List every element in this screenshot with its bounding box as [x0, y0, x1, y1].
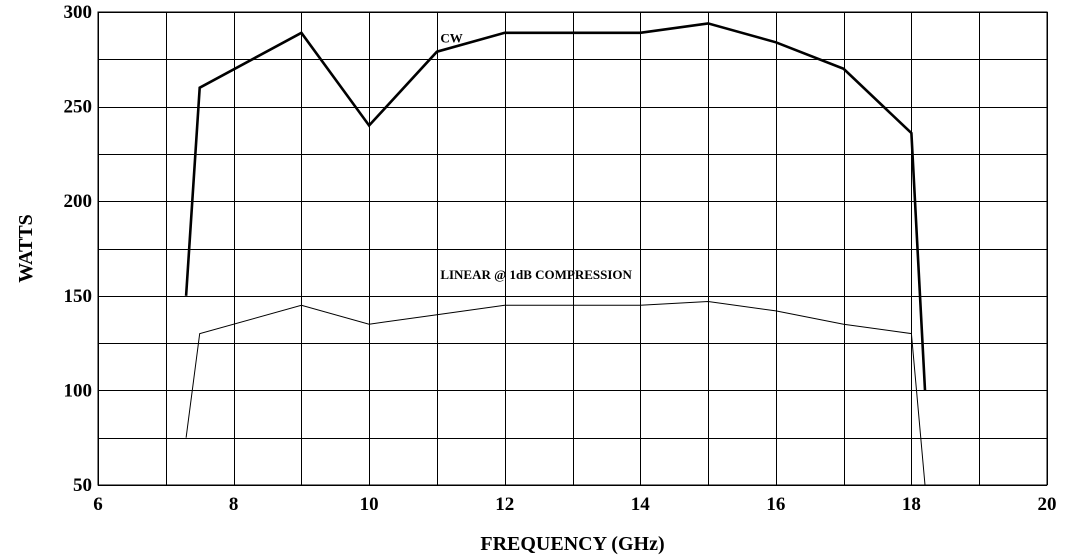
- x-tick-label: 14: [631, 494, 651, 515]
- plot-area-frame: [97, 11, 1048, 486]
- series-layer: [184, 22, 927, 486]
- y-tick-label: 100: [64, 380, 93, 401]
- x-tick-label: 12: [495, 494, 514, 515]
- linear-curve-label: LINEAR @ 1dB COMPRESSION: [440, 267, 632, 282]
- x-gridlines: [98, 12, 1048, 485]
- x-tick-label: 8: [229, 494, 239, 515]
- y-tick-label: 150: [64, 286, 93, 307]
- y-axis-title: WATTS: [15, 214, 37, 283]
- x-tick-label: 16: [766, 494, 785, 515]
- x-tick-label: 18: [902, 494, 921, 515]
- linear-1db-series-line: [185, 300, 926, 486]
- y-tick-label: 50: [73, 475, 92, 496]
- annotation-layer: CW LINEAR @ 1dB COMPRESSION: [440, 30, 632, 282]
- y-tick-label: 200: [64, 191, 93, 212]
- x-tick-labels: 6 8 10 12 14 16 18 20: [93, 494, 1056, 515]
- x-tick-label: 6: [93, 494, 103, 515]
- y-gridlines: [98, 12, 1047, 486]
- cw-curve-label: CW: [440, 30, 462, 45]
- x-tick-label: 10: [360, 494, 379, 515]
- cw-series-line: [184, 22, 927, 391]
- y-tick-label: 250: [64, 97, 93, 118]
- x-axis-title: FREQUENCY (GHz): [480, 533, 664, 555]
- y-tick-label: 300: [64, 2, 93, 23]
- y-tick-labels: 50 100 150 200 250 300: [64, 2, 93, 496]
- x-tick-label: 20: [1038, 494, 1057, 515]
